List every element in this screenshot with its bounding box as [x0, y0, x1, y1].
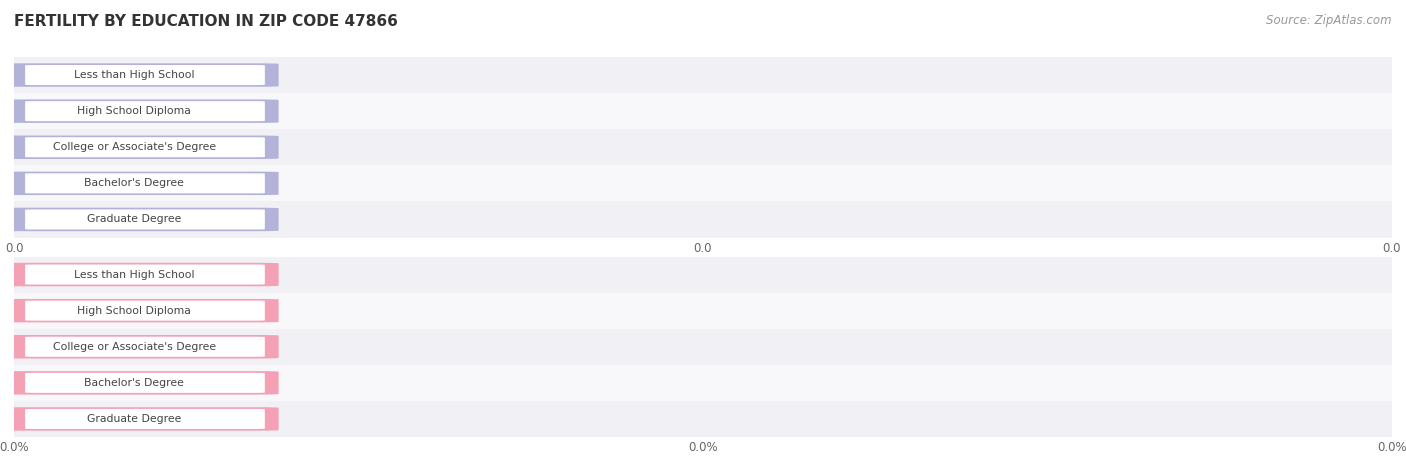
FancyBboxPatch shape	[0, 407, 278, 431]
FancyBboxPatch shape	[25, 337, 264, 357]
FancyBboxPatch shape	[25, 101, 264, 121]
Text: High School Diploma: High School Diploma	[77, 106, 191, 116]
Text: College or Associate's Degree: College or Associate's Degree	[52, 342, 215, 352]
FancyBboxPatch shape	[0, 63, 278, 87]
FancyBboxPatch shape	[14, 165, 1392, 201]
Text: Source: ZipAtlas.com: Source: ZipAtlas.com	[1267, 14, 1392, 27]
FancyBboxPatch shape	[14, 365, 1392, 401]
FancyBboxPatch shape	[25, 301, 264, 321]
FancyBboxPatch shape	[0, 208, 278, 231]
FancyBboxPatch shape	[0, 135, 278, 159]
FancyBboxPatch shape	[25, 65, 264, 85]
Text: FERTILITY BY EDUCATION IN ZIP CODE 47866: FERTILITY BY EDUCATION IN ZIP CODE 47866	[14, 14, 398, 29]
Text: 0.0: 0.0	[232, 142, 252, 152]
Text: Bachelor's Degree: Bachelor's Degree	[84, 178, 184, 189]
FancyBboxPatch shape	[14, 256, 1392, 293]
Text: Less than High School: Less than High School	[75, 269, 194, 280]
FancyBboxPatch shape	[25, 137, 264, 157]
Text: 0.0: 0.0	[232, 178, 252, 189]
Text: 0.0%: 0.0%	[226, 378, 256, 388]
Text: College or Associate's Degree: College or Associate's Degree	[52, 142, 215, 152]
Text: 0.0: 0.0	[232, 70, 252, 80]
FancyBboxPatch shape	[0, 371, 278, 395]
FancyBboxPatch shape	[0, 171, 278, 195]
Text: 0.0%: 0.0%	[226, 269, 256, 280]
Text: Less than High School: Less than High School	[75, 70, 194, 80]
FancyBboxPatch shape	[14, 129, 1392, 165]
FancyBboxPatch shape	[25, 173, 264, 193]
Text: High School Diploma: High School Diploma	[77, 305, 191, 316]
FancyBboxPatch shape	[14, 201, 1392, 238]
FancyBboxPatch shape	[25, 209, 264, 229]
FancyBboxPatch shape	[25, 409, 264, 429]
FancyBboxPatch shape	[0, 335, 278, 359]
Text: Graduate Degree: Graduate Degree	[87, 414, 181, 424]
Text: Bachelor's Degree: Bachelor's Degree	[84, 378, 184, 388]
FancyBboxPatch shape	[14, 93, 1392, 129]
FancyBboxPatch shape	[14, 401, 1392, 437]
Text: 0.0%: 0.0%	[226, 414, 256, 424]
FancyBboxPatch shape	[0, 299, 278, 323]
FancyBboxPatch shape	[0, 263, 278, 286]
FancyBboxPatch shape	[25, 373, 264, 393]
Text: Graduate Degree: Graduate Degree	[87, 214, 181, 225]
FancyBboxPatch shape	[0, 99, 278, 123]
Text: 0.0%: 0.0%	[226, 342, 256, 352]
FancyBboxPatch shape	[14, 293, 1392, 329]
FancyBboxPatch shape	[25, 265, 264, 285]
Text: 0.0%: 0.0%	[226, 305, 256, 316]
FancyBboxPatch shape	[14, 329, 1392, 365]
FancyBboxPatch shape	[14, 57, 1392, 93]
Text: 0.0: 0.0	[232, 214, 252, 225]
Text: 0.0: 0.0	[232, 106, 252, 116]
